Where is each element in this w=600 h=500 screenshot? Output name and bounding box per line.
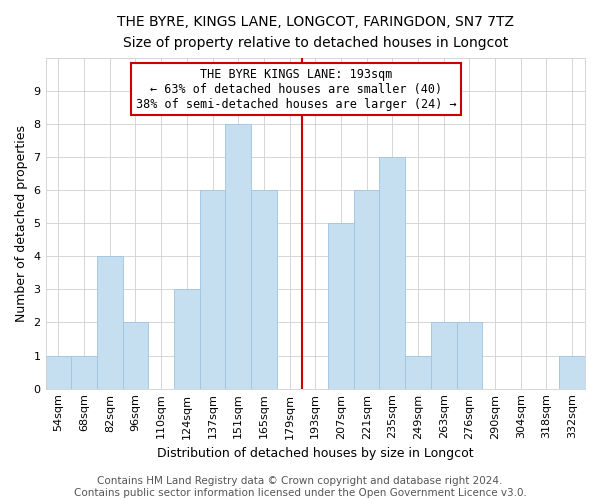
Bar — [46, 356, 71, 388]
Bar — [457, 322, 482, 388]
Bar — [226, 124, 251, 388]
Bar — [431, 322, 457, 388]
Bar — [97, 256, 122, 388]
Bar — [71, 356, 97, 388]
Bar — [200, 190, 226, 388]
Bar — [122, 322, 148, 388]
Bar — [251, 190, 277, 388]
Bar — [174, 290, 200, 388]
Bar — [405, 356, 431, 388]
Text: THE BYRE KINGS LANE: 193sqm
← 63% of detached houses are smaller (40)
38% of sem: THE BYRE KINGS LANE: 193sqm ← 63% of det… — [136, 68, 457, 110]
Bar — [379, 157, 405, 388]
Text: Contains HM Land Registry data © Crown copyright and database right 2024.
Contai: Contains HM Land Registry data © Crown c… — [74, 476, 526, 498]
Y-axis label: Number of detached properties: Number of detached properties — [15, 124, 28, 322]
X-axis label: Distribution of detached houses by size in Longcot: Distribution of detached houses by size … — [157, 447, 473, 460]
Bar — [328, 223, 354, 388]
Bar — [559, 356, 585, 388]
Bar — [354, 190, 379, 388]
Title: THE BYRE, KINGS LANE, LONGCOT, FARINGDON, SN7 7TZ
Size of property relative to d: THE BYRE, KINGS LANE, LONGCOT, FARINGDON… — [117, 15, 514, 50]
